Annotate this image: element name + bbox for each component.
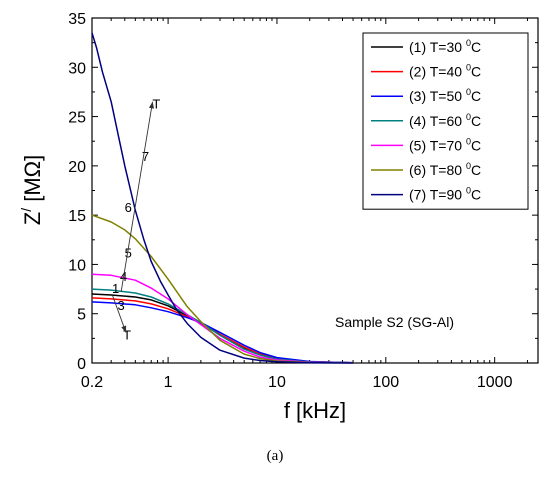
y-tick-label: 0 bbox=[77, 356, 86, 373]
curve-annotation: T bbox=[123, 327, 131, 342]
legend-unit: C bbox=[471, 39, 481, 55]
legend: (1) T=30 0C(2) T=40 0C(3) T=50 0C(4) T=6… bbox=[362, 32, 529, 210]
legend-entry-name: (4) T=60 bbox=[409, 113, 466, 129]
curve-annotation: 7 bbox=[142, 149, 149, 164]
legend-entry-name: (3) T=50 bbox=[409, 88, 466, 104]
legend-unit: C bbox=[471, 113, 481, 129]
legend-entry: (7) T=90 0C bbox=[409, 186, 481, 203]
arrow-head bbox=[121, 325, 127, 333]
legend-unit: C bbox=[471, 64, 481, 80]
curve-annotation: 6 bbox=[125, 200, 132, 215]
y-axis-label: Z/ [MΩ] bbox=[18, 155, 45, 225]
legend-degree-sup: 0 bbox=[466, 87, 471, 97]
sample-label: Sample S2 (SG-Al) bbox=[335, 314, 454, 330]
series-line-5 bbox=[91, 273, 354, 364]
x-tick-label: 10 bbox=[268, 374, 286, 391]
legend-entry-name: (5) T=70 bbox=[409, 137, 466, 153]
legend-degree-sup: 0 bbox=[466, 186, 471, 196]
curve-annotation: 1 bbox=[112, 281, 119, 296]
figure-caption: (a) bbox=[266, 448, 284, 464]
curve-annotation: 5 bbox=[125, 246, 132, 261]
x-tick-label: 1000 bbox=[477, 374, 513, 391]
legend-entry-name: (6) T=80 bbox=[409, 162, 466, 178]
legend-unit: C bbox=[471, 162, 481, 178]
legend-entry: (1) T=30 0C bbox=[409, 38, 481, 55]
x-axis-label: f [kHz] bbox=[284, 398, 346, 423]
legend-entry: (6) T=80 0C bbox=[409, 161, 481, 178]
legend-unit: C bbox=[471, 88, 481, 104]
arrow-head bbox=[148, 101, 155, 109]
y-tick-label: 10 bbox=[68, 257, 86, 274]
legend-entry-name: (1) T=30 bbox=[409, 39, 466, 55]
legend-degree-sup: 0 bbox=[466, 63, 471, 73]
legend-degree-sup: 0 bbox=[466, 161, 471, 171]
legend-entry: (4) T=60 0C bbox=[409, 112, 481, 129]
y-axis-label-prime: / bbox=[18, 208, 34, 212]
curve-annotation: 3 bbox=[117, 298, 124, 313]
series-lines bbox=[91, 32, 354, 364]
series-line-7 bbox=[91, 32, 354, 364]
legend-entry-name: (2) T=40 bbox=[409, 64, 466, 80]
legend-entry: (2) T=40 0C bbox=[409, 63, 481, 80]
x-tick-label: 0.2 bbox=[81, 374, 103, 391]
legend-degree-sup: 0 bbox=[466, 38, 471, 48]
legend-entry: (5) T=70 0C bbox=[409, 136, 481, 153]
legend-unit: C bbox=[471, 137, 481, 153]
y-tick-label: 25 bbox=[68, 110, 86, 127]
arrow-line bbox=[120, 101, 154, 293]
x-tick-label: 100 bbox=[372, 374, 399, 391]
x-tick-label: 1 bbox=[164, 374, 173, 391]
series-line-6 bbox=[91, 214, 354, 364]
y-axis-label-unit: [MΩ] bbox=[20, 155, 45, 208]
legend-degree-sup: 0 bbox=[466, 136, 471, 146]
y-tick-label: 20 bbox=[68, 159, 86, 176]
y-tick-label: 30 bbox=[68, 60, 86, 77]
y-tick-label: 35 bbox=[68, 11, 86, 28]
legend-degree-sup: 0 bbox=[466, 112, 471, 122]
curve-annotation: T bbox=[152, 97, 160, 112]
legend-entry: (3) T=50 0C bbox=[409, 87, 481, 104]
y-axis-label-main: Z bbox=[20, 212, 45, 225]
y-tick-label: 15 bbox=[68, 208, 86, 225]
legend-entry-name: (7) T=90 bbox=[409, 187, 466, 203]
legend-unit: C bbox=[471, 187, 481, 203]
arrows bbox=[112, 101, 155, 333]
y-tick-label: 5 bbox=[77, 307, 86, 324]
